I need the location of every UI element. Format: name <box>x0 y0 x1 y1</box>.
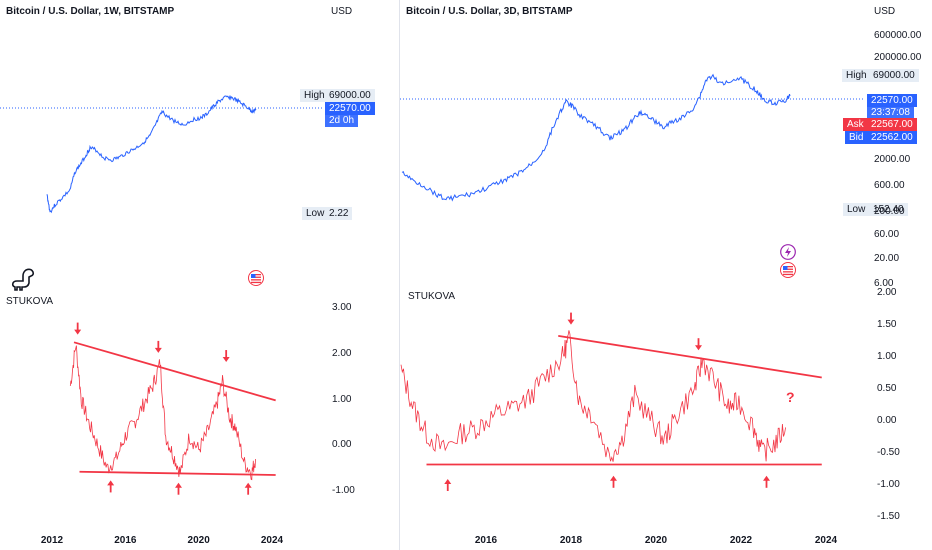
price-tick-label: 60.00 <box>874 229 900 240</box>
question-mark-annotation: ? <box>786 389 795 405</box>
low-label: Low <box>302 207 329 220</box>
y-tick-label: -0.50 <box>877 447 900 458</box>
indicator-chart[interactable] <box>0 0 400 550</box>
indicator-title: STUKOVA <box>6 296 54 307</box>
up-arrow-marker <box>444 479 452 491</box>
up-arrow-marker <box>107 480 115 493</box>
y-tick-label: 2.00 <box>332 347 352 359</box>
pane-divider <box>399 0 400 550</box>
resistance-trendline[interactable] <box>73 341 276 402</box>
indicator-title: STUKOVA <box>408 291 456 302</box>
high-label: High <box>300 89 329 102</box>
bar-countdown: 2d 0h <box>325 114 359 127</box>
x-tick-label: 2024 <box>260 535 284 546</box>
y-tick-label: 3.00 <box>332 302 352 313</box>
up-arrow-marker <box>763 475 770 488</box>
price-axis-unit: USD <box>874 6 896 17</box>
price-chart[interactable] <box>0 0 400 290</box>
y-tick-label: 0.00 <box>332 439 352 451</box>
price-tick-label: 6.00 <box>874 278 894 289</box>
y-tick-label: 2.00 <box>877 287 897 298</box>
high-value: 69000.00 <box>325 89 375 102</box>
price-tick-label: 600.00 <box>874 180 905 191</box>
chart-title: Bitcoin / U.S. Dollar, 3D, BITSTAMP <box>406 6 573 17</box>
price-axis-unit: USD <box>331 6 353 17</box>
indicator-line <box>69 345 256 481</box>
price-tick-label: 600000.00 <box>874 30 922 41</box>
price-tick-label: 2000.00 <box>874 154 911 165</box>
y-tick-label: 1.00 <box>877 351 897 362</box>
down-arrow-marker <box>154 340 162 353</box>
high-value: 69000.00 <box>869 69 919 82</box>
indicator-chart[interactable]: ? <box>400 0 932 550</box>
y-tick-label: -1.50 <box>877 511 900 522</box>
chart-title: Bitcoin / U.S. Dollar, 1W, BITSTAMP <box>6 6 175 17</box>
price-line <box>46 95 257 214</box>
down-arrow-marker <box>222 350 230 363</box>
indicator-line <box>400 330 786 462</box>
down-arrow-marker <box>567 312 575 325</box>
lightning-icon[interactable] <box>780 244 796 260</box>
low-label: Low <box>843 203 870 216</box>
high-label: High <box>842 69 871 82</box>
right-chart-pane: Bitcoin / U.S. Dollar, 3D, BITSTAMP USD … <box>400 0 932 550</box>
y-tick-label: 0.50 <box>877 383 897 394</box>
x-tick-label: 2022 <box>729 535 753 546</box>
bid-label: Bid <box>845 131 868 144</box>
x-tick-label: 2016 <box>114 535 137 546</box>
current-price: 22570.00 <box>867 94 917 107</box>
y-tick-label: 0.00 <box>877 415 897 426</box>
up-arrow-marker <box>244 482 252 495</box>
price-tick-label: 200000.00 <box>874 52 922 63</box>
support-trendline[interactable] <box>79 470 276 476</box>
bid-value: 22562.00 <box>867 131 917 144</box>
price-tick-label: 20.00 <box>874 253 900 264</box>
price-line <box>401 73 791 202</box>
x-tick-label: 2018 <box>559 535 583 546</box>
down-arrow-marker <box>695 338 702 351</box>
down-arrow-marker <box>74 322 82 335</box>
y-tick-label: -1.00 <box>877 479 900 490</box>
us-flag-icon[interactable] <box>780 262 796 278</box>
ask-label: Ask <box>843 118 868 131</box>
low-value: 2.22 <box>325 207 353 220</box>
x-tick-label: 2016 <box>474 535 498 546</box>
x-tick-label: 2020 <box>187 535 210 546</box>
up-arrow-marker <box>175 482 182 495</box>
y-tick-label: 1.00 <box>332 393 352 405</box>
low-value: 152.40 <box>869 203 908 216</box>
x-tick-label: 2024 <box>814 535 838 546</box>
resistance-trendline[interactable] <box>558 334 822 379</box>
current-price: 22570.00 <box>325 102 375 115</box>
y-tick-label: -1.00 <box>332 485 355 496</box>
x-tick-label: 2020 <box>644 535 668 546</box>
x-tick-label: 2012 <box>40 535 64 546</box>
ask-value: 22567.00 <box>867 118 917 131</box>
up-arrow-marker <box>610 475 617 488</box>
us-flag-icon[interactable] <box>248 270 264 286</box>
price-tick-label: 200.00 <box>874 206 905 217</box>
left-chart-pane: Bitcoin / U.S. Dollar, 1W, BITSTAMP USD … <box>0 0 400 550</box>
dinosaur-icon[interactable] <box>11 266 38 291</box>
bar-countdown: 23:37:08 <box>867 106 914 119</box>
price-chart[interactable] <box>400 0 932 290</box>
y-tick-label: 1.50 <box>877 319 897 330</box>
